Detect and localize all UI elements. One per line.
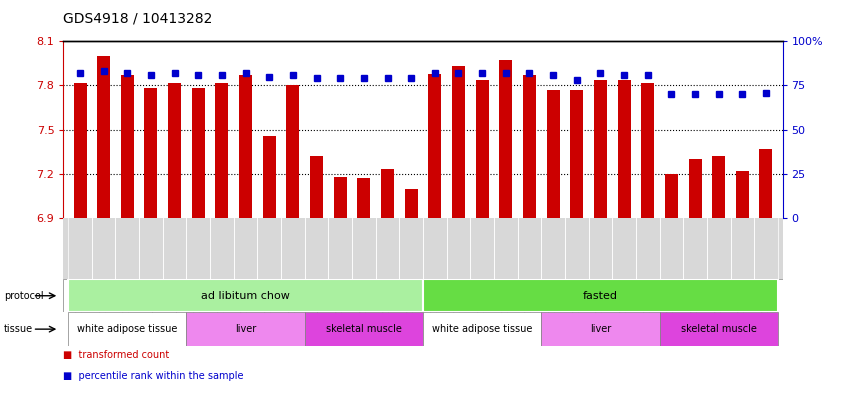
Bar <box>712 156 725 218</box>
Bar <box>665 174 678 218</box>
Text: GDS4918 / 10413282: GDS4918 / 10413282 <box>63 12 213 26</box>
Bar <box>541 312 660 346</box>
Bar <box>641 83 654 218</box>
Bar <box>357 178 371 218</box>
Bar <box>121 75 134 218</box>
Bar <box>404 189 418 218</box>
Bar <box>423 312 541 346</box>
Bar <box>452 66 465 218</box>
Bar <box>192 88 205 218</box>
Text: skeletal muscle: skeletal muscle <box>326 324 402 334</box>
Text: white adipose tissue: white adipose tissue <box>77 324 178 334</box>
Bar <box>263 136 276 218</box>
Bar <box>168 83 181 218</box>
Bar <box>736 171 749 218</box>
Bar <box>69 279 423 312</box>
Bar <box>428 73 442 218</box>
Bar <box>594 79 607 218</box>
Bar <box>97 56 110 218</box>
Bar <box>660 312 777 346</box>
Bar <box>381 169 394 218</box>
Bar <box>186 312 305 346</box>
Text: liver: liver <box>590 324 611 334</box>
Bar <box>310 156 323 218</box>
Text: ad libitum chow: ad libitum chow <box>201 291 290 301</box>
Bar <box>69 312 186 346</box>
Bar <box>305 312 423 346</box>
Text: fasted: fasted <box>583 291 618 301</box>
Bar <box>423 279 777 312</box>
Bar <box>74 83 86 218</box>
Text: skeletal muscle: skeletal muscle <box>681 324 756 334</box>
Text: ■  transformed count: ■ transformed count <box>63 350 170 360</box>
Text: ■  percentile rank within the sample: ■ percentile rank within the sample <box>63 371 244 381</box>
Bar <box>760 149 772 218</box>
Bar <box>216 83 228 218</box>
Bar <box>333 177 347 218</box>
Bar <box>689 159 701 218</box>
Text: white adipose tissue: white adipose tissue <box>432 324 532 334</box>
Text: liver: liver <box>235 324 256 334</box>
Bar <box>618 79 630 218</box>
Bar <box>499 61 513 218</box>
Bar <box>523 75 536 218</box>
Bar <box>145 88 157 218</box>
Bar <box>570 90 583 218</box>
Bar <box>287 86 299 218</box>
Bar <box>475 79 489 218</box>
Text: protocol: protocol <box>4 291 44 301</box>
Bar <box>547 90 559 218</box>
Bar <box>239 75 252 218</box>
Text: tissue: tissue <box>4 324 33 334</box>
